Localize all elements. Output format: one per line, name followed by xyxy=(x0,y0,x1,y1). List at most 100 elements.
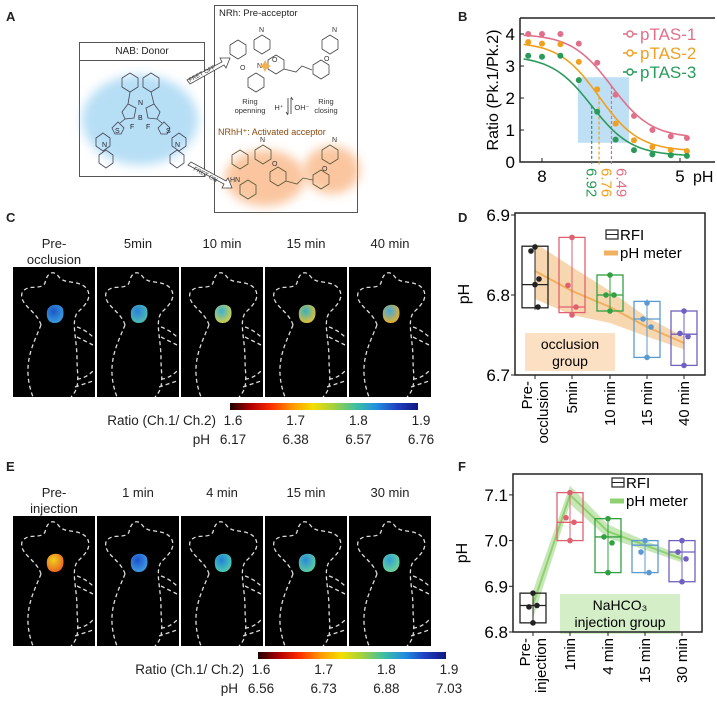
mouse-image xyxy=(349,267,431,398)
data-point-pTAS-1 xyxy=(539,31,545,37)
mouse-outline xyxy=(189,521,262,647)
data-point-pTAS-3 xyxy=(667,152,674,159)
y-axis-label: Ratio (Pk.1/Pk.2) xyxy=(485,30,502,151)
highlight-region xyxy=(577,77,629,143)
panel-label-c: C xyxy=(6,210,16,225)
x-category-label: 30 min xyxy=(674,638,691,683)
legend-marker-pTAS-2 xyxy=(626,49,634,57)
mouse-image xyxy=(97,516,179,647)
ph-tick: 6.76 xyxy=(407,432,435,447)
ratio-tick: 1.8 xyxy=(376,662,396,677)
rfi-point xyxy=(679,537,685,544)
colorbar xyxy=(258,652,446,659)
data-point-pTAS-1 xyxy=(631,112,637,119)
data-point-pTAS-1 xyxy=(557,31,564,37)
x-category-label: 4 min xyxy=(600,638,617,675)
data-point-pTAS-2 xyxy=(525,39,532,45)
rfi-point xyxy=(535,304,541,310)
timepoint-header: 30 min xyxy=(370,485,410,500)
ratio-label: Ratio (Ch.1/ Ch.2) xyxy=(107,413,216,428)
timepoint-header: 40 min xyxy=(370,236,410,251)
data-point-pTAS-3 xyxy=(575,77,582,84)
mouse-outline xyxy=(105,272,178,398)
mouse-outline xyxy=(273,521,346,647)
x-category-label: 10 min xyxy=(602,381,619,426)
data-point-pTAS-3 xyxy=(612,136,619,143)
tumor-signal xyxy=(214,304,232,323)
rfi-point xyxy=(609,540,615,546)
mouse-outline xyxy=(273,272,346,398)
legend-label-ph-meter: pH meter xyxy=(620,245,682,262)
rfi-point xyxy=(605,515,611,522)
rfi-point xyxy=(681,362,687,369)
data-point-pTAS-2 xyxy=(557,41,564,48)
mouse-image xyxy=(97,267,179,398)
ratio-label: Ratio (Ch.1/ Ch.2) xyxy=(135,662,244,677)
group-label-background xyxy=(560,594,680,634)
legend-label-pTAS-1: pTAS-1 xyxy=(640,25,696,44)
mouse-image xyxy=(181,516,263,647)
rfi-point xyxy=(681,308,687,314)
tumor-signal xyxy=(130,304,148,323)
ratio-tick: 1.7 xyxy=(286,413,306,428)
ph-tick: 7.03 xyxy=(435,681,463,696)
y-tick-label: 7.0 xyxy=(484,532,508,551)
ring-opening-star-icon xyxy=(259,60,271,72)
ratio-tick: 1.9 xyxy=(439,662,459,677)
tumor-signal xyxy=(298,553,316,572)
legend-label-ph-meter: pH meter xyxy=(626,493,688,510)
y-tick-label: 6.7 xyxy=(486,366,510,385)
x-category-label: occlusion xyxy=(535,381,552,444)
mouse-outline xyxy=(357,272,430,398)
group-label-background xyxy=(525,333,615,371)
group-label-line2: injection group xyxy=(574,614,665,630)
ph-tick: 6.17 xyxy=(219,432,247,447)
x-axis-label: pH xyxy=(693,169,713,186)
svg-text:N: N xyxy=(102,142,107,149)
svg-text:F: F xyxy=(146,124,150,131)
chemistry-scheme: N B F F S S N N N O O O N N Ring opennin… xyxy=(82,27,360,206)
data-point-pTAS-3 xyxy=(557,52,564,59)
x-tick-label: 5 xyxy=(675,167,684,186)
ph-meter-band xyxy=(533,485,682,619)
svg-text:O: O xyxy=(322,166,328,173)
rfi-point xyxy=(607,308,613,314)
data-point-pTAS-2 xyxy=(649,143,656,150)
tumor-signal xyxy=(130,553,148,572)
mouse-image xyxy=(13,516,95,647)
rfi-point xyxy=(571,519,577,526)
x-category-label: 40 min xyxy=(676,381,693,426)
mouse-image xyxy=(265,267,347,398)
rfi-point xyxy=(530,620,536,626)
fit-curve-pTAS-3 xyxy=(523,58,687,156)
svg-text:Ring: Ring xyxy=(318,97,333,106)
rfi-point xyxy=(603,292,609,298)
data-point-pTAS-3 xyxy=(594,108,601,115)
x-category-label: 15 min xyxy=(637,638,654,683)
data-point-pTAS-3 xyxy=(649,151,656,158)
svg-text:S: S xyxy=(166,128,171,135)
rfi-point xyxy=(534,602,540,609)
timepoint-header: Pre-injection xyxy=(30,485,78,516)
rfi-point xyxy=(685,333,691,340)
rfi-point xyxy=(565,282,571,289)
svg-text:F: F xyxy=(130,124,134,131)
tumor-signal xyxy=(214,553,232,572)
rfi-point xyxy=(638,549,644,555)
mouse-outline xyxy=(21,521,94,647)
legend-label-rfi: RFI xyxy=(620,227,644,244)
data-point-pTAS-1 xyxy=(575,40,582,47)
x-category-label: Pre- xyxy=(517,638,534,666)
y-tick-label: 1 xyxy=(506,121,515,140)
x-category-label: 5min xyxy=(564,381,581,414)
svg-text:O: O xyxy=(324,56,330,63)
tumor-signal xyxy=(46,553,64,572)
pre-acceptor-molecule: N O O O N N xyxy=(229,27,339,93)
ph-tick: 6.57 xyxy=(345,432,372,447)
timepoint-header: 15 min xyxy=(286,485,326,500)
ph-label: pH xyxy=(220,681,238,696)
rfi-point xyxy=(563,514,569,521)
rfi-point xyxy=(532,244,538,250)
ratio-tick: 1.7 xyxy=(314,662,334,677)
